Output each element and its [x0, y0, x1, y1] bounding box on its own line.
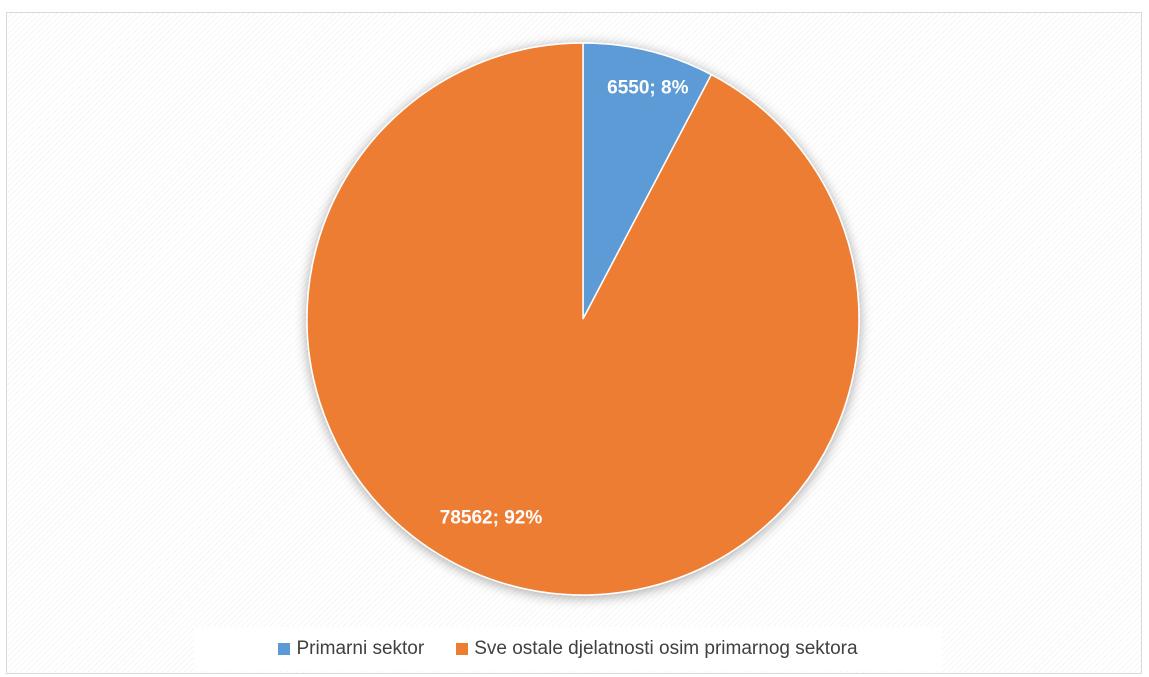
legend-label-primarni-sektor: Primarni sektor — [296, 638, 425, 659]
pie-slice-0 — [582, 42, 713, 320]
legend-item-ostale-djelatnosti: Sve ostale djelatnosti osim primarnog se… — [456, 638, 858, 660]
data-label-1: 78562; 92% — [440, 507, 543, 528]
legend-label-ostale-djelatnosti: Sve ostale djelatnosti osim primarnog se… — [474, 638, 858, 659]
legend-item-primarni-sektor: Primarni sektor — [278, 638, 424, 660]
legend: Primarni sektor Sve ostale djelatnosti o… — [194, 627, 942, 671]
legend-swatch-ostale-djelatnosti — [456, 643, 469, 655]
legend-swatch-primarni-sektor — [278, 643, 291, 655]
pie-slice-1 — [306, 42, 860, 596]
data-label-0: 6550; 8% — [607, 78, 688, 99]
